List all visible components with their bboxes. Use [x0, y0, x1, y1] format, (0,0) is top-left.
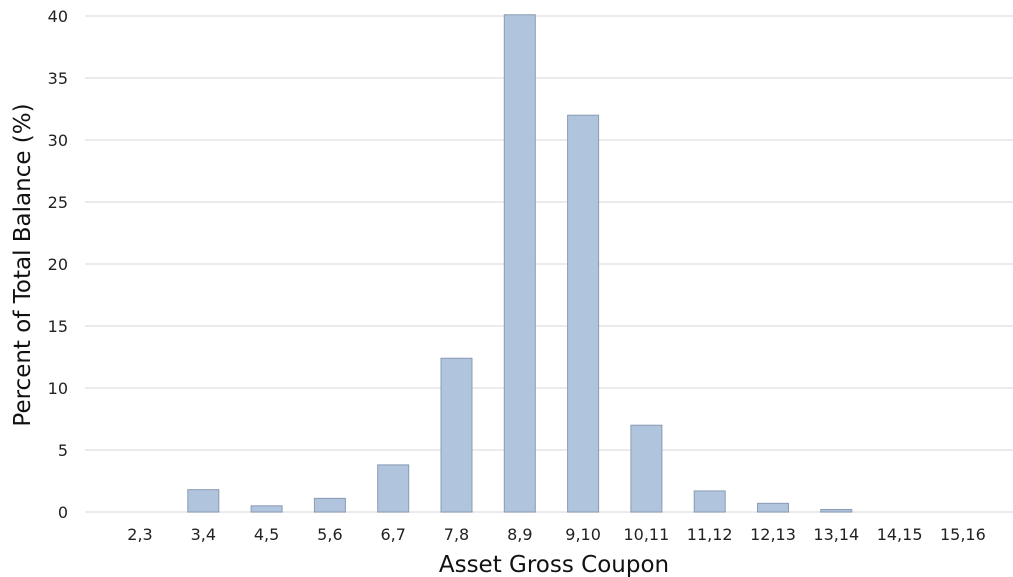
- bar-7-8: [440, 357, 473, 513]
- x-axis-ticks: 2,3 3,4 4,5 5,6 6,7 7,8 8,9 9,10 10,11 11,12 12,13…: [127, 525, 986, 544]
- bar-11-12: [693, 490, 726, 513]
- x-tick-label: 13,14: [813, 525, 859, 544]
- bar-8-9: [503, 14, 536, 513]
- x-tick-label: 6,7: [380, 525, 405, 544]
- x-tick-label: 7,8: [444, 525, 469, 544]
- y-axis-title: Percent of Total Balance (%): [10, 103, 36, 426]
- y-axis-ticks: 0 5 10 15 20 25 30 35 40: [48, 7, 68, 522]
- y-tick-label: 25: [48, 193, 68, 212]
- bar-10-11: [630, 424, 663, 513]
- x-tick-label: 8,9: [507, 525, 532, 544]
- y-tick-label: 30: [48, 131, 68, 150]
- x-tick-label: 9,10: [565, 525, 601, 544]
- bar-5-6: [313, 497, 346, 513]
- bar-12-13: [757, 502, 789, 513]
- x-tick-label: 2,3: [127, 525, 152, 544]
- bar-3-4: [187, 489, 220, 513]
- x-tick-label: 10,11: [623, 525, 669, 544]
- x-tick-label: 12,13: [750, 525, 796, 544]
- bars: [187, 14, 853, 513]
- y-tick-label: 10: [48, 379, 68, 398]
- x-tick-label: 5,6: [317, 525, 342, 544]
- bar-4-5: [250, 505, 283, 513]
- x-tick-label: 14,15: [877, 525, 923, 544]
- y-tick-label: 0: [58, 503, 68, 522]
- gridlines: [85, 15, 1013, 513]
- x-axis-title: Asset Gross Coupon: [439, 552, 669, 577]
- bar-6-7: [377, 464, 410, 513]
- y-tick-label: 40: [48, 7, 68, 26]
- x-tick-label: 11,12: [687, 525, 733, 544]
- y-tick-label: 5: [58, 441, 68, 460]
- x-tick-label: 15,16: [940, 525, 986, 544]
- bar-13-14: [820, 509, 853, 513]
- y-tick-label: 35: [48, 69, 68, 88]
- y-tick-label: 20: [48, 255, 68, 274]
- y-tick-label: 15: [48, 317, 68, 336]
- bar-9-10: [567, 114, 600, 513]
- x-tick-label: 3,4: [191, 525, 216, 544]
- x-tick-label: 4,5: [254, 525, 279, 544]
